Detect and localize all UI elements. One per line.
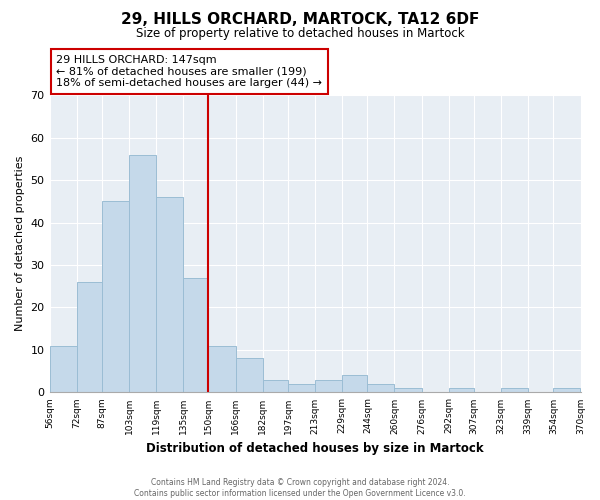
Bar — [367, 384, 394, 392]
Text: 29 HILLS ORCHARD: 147sqm
← 81% of detached houses are smaller (199)
18% of semi-: 29 HILLS ORCHARD: 147sqm ← 81% of detach… — [56, 55, 322, 88]
Bar — [288, 384, 315, 392]
X-axis label: Distribution of detached houses by size in Martock: Distribution of detached houses by size … — [146, 442, 484, 455]
Y-axis label: Number of detached properties: Number of detached properties — [15, 156, 25, 332]
Bar — [183, 278, 208, 392]
Bar — [236, 358, 263, 392]
Text: 29, HILLS ORCHARD, MARTOCK, TA12 6DF: 29, HILLS ORCHARD, MARTOCK, TA12 6DF — [121, 12, 479, 28]
Bar — [129, 154, 156, 392]
Text: Contains HM Land Registry data © Crown copyright and database right 2024.
Contai: Contains HM Land Registry data © Crown c… — [134, 478, 466, 498]
Bar — [394, 388, 422, 392]
Bar — [208, 346, 236, 393]
Bar — [449, 388, 474, 392]
Bar — [102, 202, 129, 392]
Bar — [263, 380, 288, 392]
Bar — [156, 197, 183, 392]
Bar — [342, 376, 367, 392]
Bar — [501, 388, 528, 392]
Bar — [50, 346, 77, 393]
Text: Size of property relative to detached houses in Martock: Size of property relative to detached ho… — [136, 28, 464, 40]
Bar — [77, 282, 102, 393]
Bar — [315, 380, 342, 392]
Bar — [553, 388, 580, 392]
